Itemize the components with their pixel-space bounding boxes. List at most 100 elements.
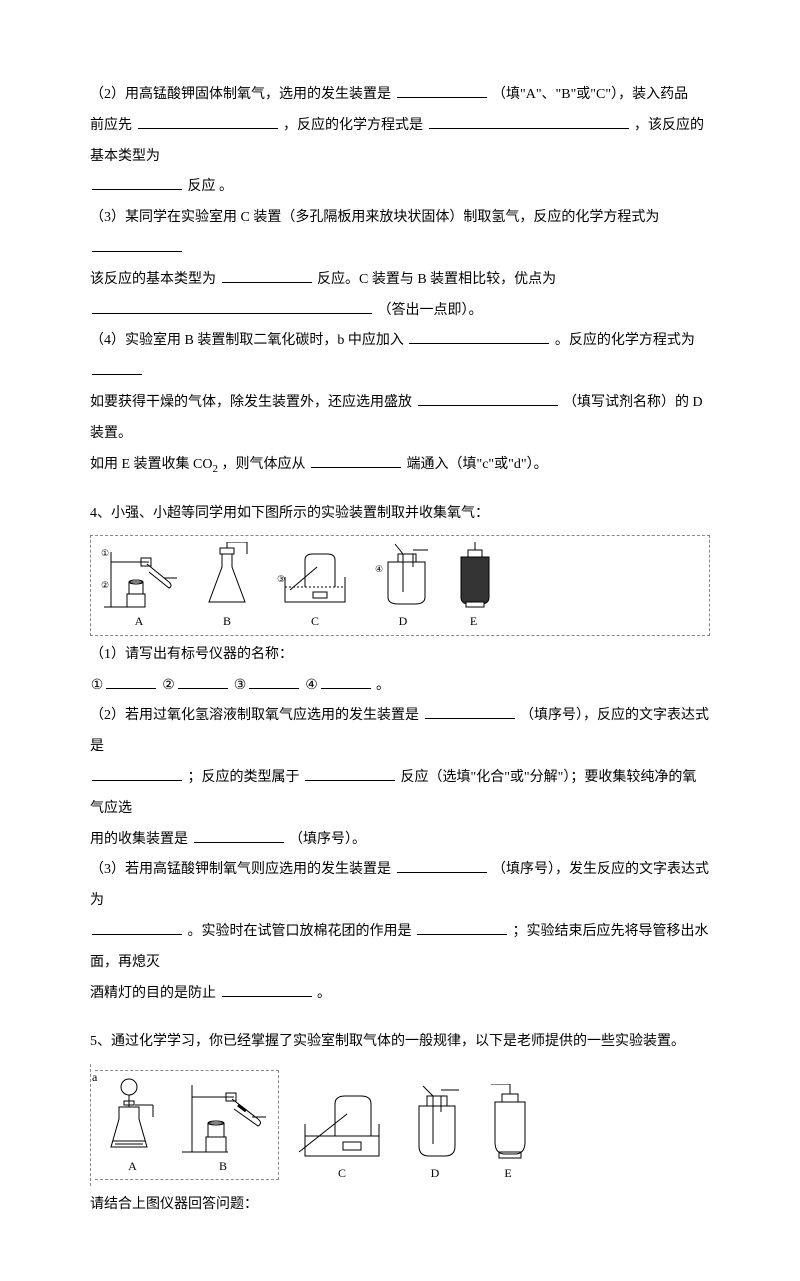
text: 反应 。 xyxy=(188,179,234,194)
apparatus-a: ① ② A xyxy=(99,542,179,628)
q4-p1a: （1）请写出有标号仪器的名称： xyxy=(90,640,710,671)
gas-bottle-icon: ④ xyxy=(373,542,433,612)
apparatus-d: ④ D xyxy=(373,542,433,628)
blank[interactable] xyxy=(178,674,228,689)
apparatus-label: E xyxy=(504,1166,511,1180)
q4-figure-row: ① ② A B ③ C xyxy=(90,535,710,635)
apparatus-b: B xyxy=(178,1077,268,1173)
blank[interactable] xyxy=(222,982,312,997)
text: （3）某同学在实验室用 C 装置（多孔隔板用来放块状固体）制取氢气，反应的化学方… xyxy=(90,210,659,225)
text: （填"A"、"B"或"C"），装入药品 xyxy=(492,87,688,102)
text: ，反应的化学方程式是 xyxy=(283,118,423,133)
stand-tube-icon xyxy=(178,1077,268,1157)
q4-p2-l2: ；反应的类型属于 反应（选填"化合"或"分解"）；要收集较纯净的氧气应选 xyxy=(90,763,710,825)
apparatus-label: D xyxy=(399,614,408,628)
q2-line3: 反应 。 xyxy=(90,172,710,203)
blank[interactable] xyxy=(417,920,507,935)
text: ，则气体应从 xyxy=(222,457,306,472)
blank[interactable] xyxy=(249,674,299,689)
apparatus-label: D xyxy=(431,1166,440,1180)
q4-p2-l1: （2）若用过氧化氢溶液制取氧气应选用的发生装置是 （填序号），反应的文字表达式是 xyxy=(90,701,710,763)
apparatus-b: B xyxy=(197,542,257,628)
apparatus-label: C xyxy=(311,614,319,628)
apparatus-e: E xyxy=(451,542,496,628)
text: ；反应的类型属于 xyxy=(188,770,300,785)
apparatus-c: ③ C xyxy=(275,542,355,628)
q3-line3: （答出一点即）。 xyxy=(90,296,710,327)
svg-text:②: ② xyxy=(101,580,109,590)
blank[interactable] xyxy=(92,237,182,252)
apparatus-label: E xyxy=(470,614,477,628)
text: 该反应的基本类型为 xyxy=(90,272,216,287)
blank[interactable] xyxy=(194,828,284,843)
apparatus-label: B xyxy=(219,1159,227,1173)
text: （答出一点即）。 xyxy=(378,303,483,318)
text: 如要获得干燥的气体，除发生装置外，还应选用盛放 xyxy=(90,395,412,410)
apparatus-e: E xyxy=(483,1084,533,1180)
svg-text:①: ① xyxy=(101,548,109,558)
text: （4）实验室用 B 装置制取二氧化碳时，b 中应加入 xyxy=(90,333,404,348)
blank[interactable] xyxy=(397,83,487,98)
num-1: ① xyxy=(90,671,104,702)
text: （3）若用高锰酸钾制氧气则应选用的发生装置是 xyxy=(90,862,391,877)
inverted-bottle-icon xyxy=(483,1084,533,1164)
q2-line2: 前应先 ，反应的化学方程式是 ，该反应的基本类型为 xyxy=(90,111,710,173)
text: 。反应的化学方程式为 xyxy=(555,333,695,348)
q4-p3-l3: 酒精灯的目的是防止 。 xyxy=(90,979,710,1010)
blank[interactable] xyxy=(222,268,312,283)
subscript-2: 2 xyxy=(213,462,219,474)
flask-stand-icon: ① ② xyxy=(99,542,179,612)
blank[interactable] xyxy=(429,114,629,129)
blank[interactable] xyxy=(92,299,372,314)
text: 用的收集装置是 xyxy=(90,832,188,847)
blank[interactable] xyxy=(311,453,401,468)
q4-p2-l3: 用的收集装置是 （填序号）。 xyxy=(90,825,710,856)
text: 酒精灯的目的是防止 xyxy=(90,986,216,1001)
blank[interactable] xyxy=(92,360,142,375)
q2-line1: （2）用高锰酸钾固体制氧气，选用的发生装置是 （填"A"、"B"或"C"），装入… xyxy=(90,80,710,111)
q4-p3-l1: （3）若用高锰酸钾制氧气则应选用的发生装置是 （填序号），发生反应的文字表达式为 xyxy=(90,855,710,917)
gas-wash-bottle-icon xyxy=(405,1084,465,1164)
apparatus-c: C xyxy=(297,1084,387,1180)
q5-figure-row: A B C xyxy=(90,1064,710,1186)
blank[interactable] xyxy=(138,114,278,129)
blank[interactable] xyxy=(92,766,182,781)
blank[interactable] xyxy=(106,674,156,689)
text: 。实验时在试管口放棉花团的作用是 xyxy=(188,924,412,939)
svg-text:④: ④ xyxy=(375,564,383,574)
text: 如用 E 装置收集 CO xyxy=(90,457,213,472)
q4-title: 4、小强、小超等同学用如下图所示的实验装置制取并收集氧气： xyxy=(90,499,710,530)
blank[interactable] xyxy=(92,920,182,935)
label-a: a xyxy=(92,1064,97,1090)
text: 。 xyxy=(317,986,331,1001)
collection-bottle-icon xyxy=(451,542,496,612)
text: 反应。C 装置与 B 装置相比较，优点为 xyxy=(317,272,556,287)
water-collection-icon xyxy=(297,1084,387,1164)
num-3: ③ xyxy=(233,671,247,702)
q3-line2: 该反应的基本类型为 反应。C 装置与 B 装置相比较，优点为 xyxy=(90,265,710,296)
apparatus-label: A xyxy=(128,1159,137,1173)
q4p-line1: （4）实验室用 B 装置制取二氧化碳时，b 中应加入 。反应的化学方程式为 xyxy=(90,326,710,388)
text: （填序号）。 xyxy=(289,832,366,847)
q4p-line2: 如要获得干燥的气体，除发生装置外，还应选用盛放 （填写试剂名称）的 D 装置。 xyxy=(90,388,710,450)
blank[interactable] xyxy=(321,674,371,689)
svg-text:③: ③ xyxy=(277,574,285,584)
text: （2）若用过氧化氢溶液制取氧气应选用的发生装置是 xyxy=(90,708,419,723)
text: 。 xyxy=(376,678,390,693)
apparatus-a: A xyxy=(105,1077,160,1173)
q4p-line3: 如用 E 装置收集 CO2 ，则气体应从 端通入（填"c"或"d"）。 xyxy=(90,450,710,481)
q5-footer: 请结合上图仪器回答问题： xyxy=(90,1190,710,1221)
blank[interactable] xyxy=(425,704,515,719)
round-flask-icon xyxy=(105,1077,160,1157)
erlenmeyer-flask-icon xyxy=(197,542,257,612)
text: 端通入（填"c"或"d"）。 xyxy=(407,457,548,472)
text: （2）用高锰酸钾固体制氧气，选用的发生装置是 xyxy=(90,87,391,102)
blank[interactable] xyxy=(409,329,549,344)
num-2: ② xyxy=(162,671,176,702)
blank[interactable] xyxy=(92,175,182,190)
blank[interactable] xyxy=(397,858,487,873)
blank[interactable] xyxy=(418,391,558,406)
q4-p3-l2: 。实验时在试管口放棉花团的作用是 ；实验结束后应先将导管移出水面，再熄灭 xyxy=(90,917,710,979)
blank[interactable] xyxy=(305,766,395,781)
apparatus-label: B xyxy=(223,614,231,628)
